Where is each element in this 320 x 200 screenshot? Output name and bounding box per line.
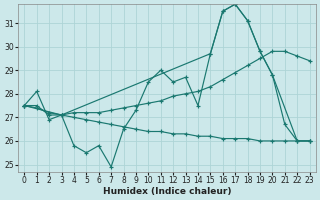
X-axis label: Humidex (Indice chaleur): Humidex (Indice chaleur) <box>103 187 231 196</box>
